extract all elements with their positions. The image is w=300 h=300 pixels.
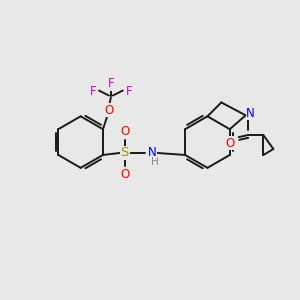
Text: F: F	[90, 85, 96, 98]
Text: O: O	[120, 168, 129, 181]
Text: O: O	[225, 136, 234, 150]
Text: H: H	[151, 157, 158, 167]
Text: N: N	[246, 107, 255, 120]
Text: N: N	[148, 146, 157, 160]
Text: O: O	[120, 125, 129, 138]
Text: O: O	[104, 104, 113, 117]
Text: F: F	[125, 85, 132, 98]
Text: S: S	[121, 146, 129, 160]
Text: F: F	[108, 77, 114, 90]
